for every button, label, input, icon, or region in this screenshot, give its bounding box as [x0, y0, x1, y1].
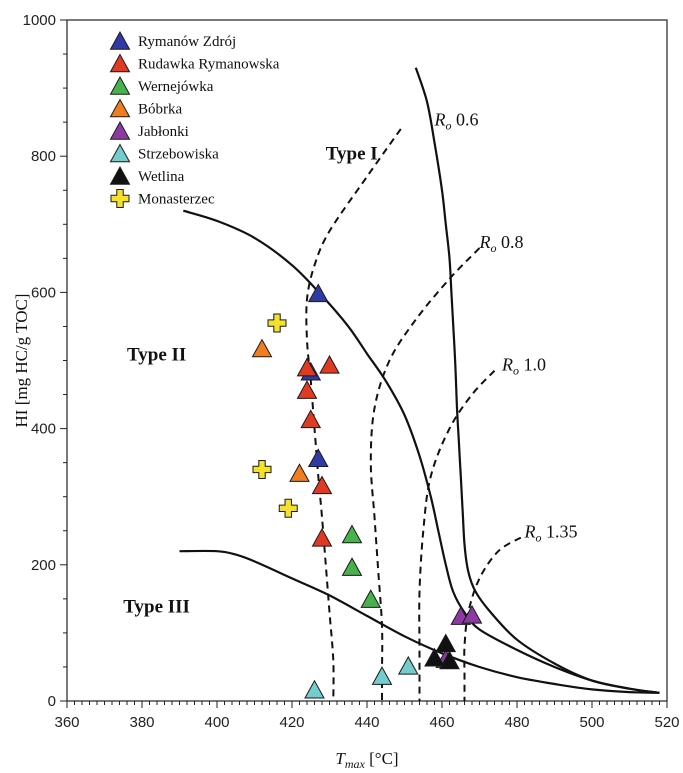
- point-wernejowka: [341, 557, 363, 576]
- y-tick-label: 0: [48, 693, 56, 710]
- curve-ro-0-6: [305, 128, 402, 702]
- point-monasterzec: [267, 313, 287, 333]
- legend-label: Wernejówka: [138, 79, 214, 95]
- legend-label: Jabłonki: [138, 124, 189, 140]
- legend-label: Bóbrka: [138, 102, 183, 118]
- legend-marker: [110, 189, 130, 208]
- legend-marker: [109, 53, 131, 73]
- curve-type-ii: [182, 209, 660, 694]
- legend-marker: [109, 30, 131, 50]
- point-strzebowiska: [397, 655, 419, 675]
- plot-frame: [66, 19, 668, 702]
- ro-label: Ro 0.8: [479, 232, 524, 255]
- point-bobrka: [251, 338, 273, 358]
- type-label: Type I: [326, 144, 378, 165]
- point-wernejowka: [360, 589, 382, 608]
- curves-layer: [179, 67, 660, 702]
- ro-label: Ro 1.35: [524, 522, 578, 545]
- point-rymanow-zdroj: [307, 283, 329, 303]
- legend-marker: [109, 120, 131, 140]
- ro-label: Ro 0.6: [434, 110, 479, 133]
- curve-ro-1-35: [463, 536, 522, 701]
- axis-titles: HI [mg HC/g TOC] Tmax [°C]: [12, 294, 399, 771]
- type-label: Type II: [127, 345, 186, 366]
- point-rymanow-zdroj: [307, 448, 329, 467]
- point-rudawka-rymanowska: [300, 409, 322, 429]
- legend-marker: [109, 98, 131, 118]
- point-rudawka-rymanowska: [296, 380, 318, 399]
- x-tick-label: 460: [429, 714, 454, 731]
- y-tick-label: 600: [31, 284, 56, 301]
- point-jablonki: [461, 604, 483, 624]
- point-wetlina: [439, 650, 460, 670]
- y-tick-label: 400: [31, 421, 56, 438]
- point-bobrka: [289, 463, 310, 482]
- legend: Rymanów Zdrój Rudawka Rymanowska Wernejówk…: [109, 30, 280, 208]
- x-tick-label: 440: [354, 714, 379, 731]
- x-tick-label: 420: [279, 714, 304, 731]
- x-tick-label: 500: [579, 714, 604, 731]
- point-wetlina: [435, 633, 457, 653]
- legend-label: Rymanów Zdrój: [138, 34, 236, 50]
- points-layer: [251, 283, 483, 699]
- legend-label: Monasterzec: [138, 192, 215, 208]
- curve-type-i: [414, 67, 660, 694]
- legend-label: Wetlina: [138, 169, 185, 185]
- point-rudawka-rymanowska: [311, 527, 333, 547]
- type-label: Type III: [123, 596, 190, 617]
- y-tick-label: 1000: [23, 12, 56, 29]
- point-strzebowiska: [304, 679, 325, 699]
- y-tick-label: 800: [31, 148, 56, 165]
- curve-ro-1-0: [418, 370, 496, 701]
- annotation-layer: Type I Type II Type III Ro 0.6 Ro 0.8 Ro 1.0 R…: [123, 110, 577, 618]
- x-tick-label: 480: [504, 714, 529, 731]
- x-tick-label: 360: [54, 714, 79, 731]
- ro-label: Ro 1.0: [501, 355, 546, 378]
- point-strzebowiska: [371, 666, 393, 685]
- legend-label: Strzebowiska: [138, 147, 219, 163]
- legend-marker: [109, 75, 131, 95]
- legend-marker: [109, 165, 131, 185]
- x-tick-label: 400: [204, 714, 229, 731]
- point-wernejowka: [341, 524, 363, 544]
- legend-label: Rudawka Rymanowska: [138, 57, 280, 73]
- x-tick-label: 380: [129, 714, 154, 731]
- ticks-layer: 360 380 400 420 440 460 480 500 520 0 200 400 600 800…: [23, 12, 680, 731]
- point-rudawka-rymanowska: [311, 475, 333, 495]
- x-axis-title: Tmax [°C]: [335, 749, 398, 771]
- x-tick-label: 520: [654, 714, 679, 731]
- y-axis-title: HI [mg HC/g TOC]: [12, 294, 31, 428]
- legend-marker: [109, 143, 131, 163]
- point-rudawka-rymanowska: [296, 357, 318, 377]
- y-tick-label: 200: [31, 557, 56, 574]
- curve-type-iii: [179, 549, 660, 694]
- point-monasterzec: [252, 459, 272, 479]
- point-rudawka-rymanowska: [319, 354, 340, 374]
- point-wetlina: [424, 647, 445, 667]
- point-monasterzec: [278, 498, 298, 518]
